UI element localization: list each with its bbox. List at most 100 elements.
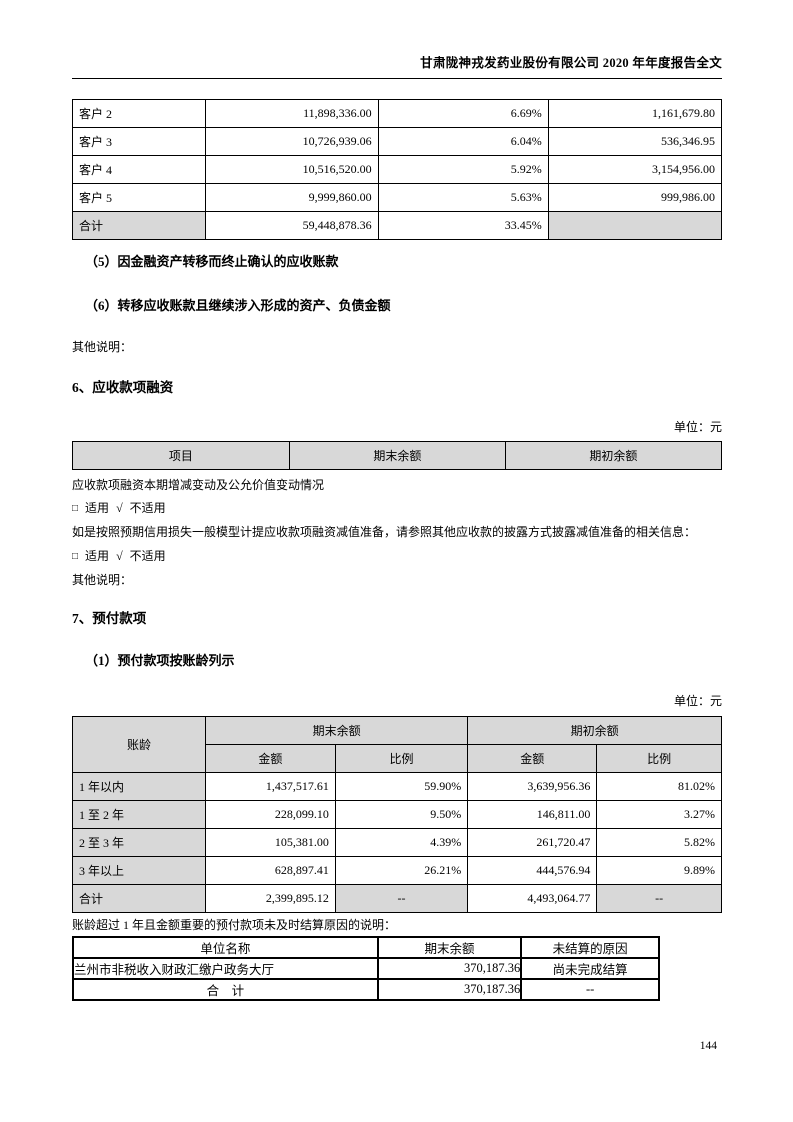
column-header-ratio: 比例: [334, 744, 469, 773]
age-cell: 1 年以内: [71, 772, 207, 801]
checkmark-icon: √: [116, 501, 123, 515]
table-row: 客户 4 10,516,520.00 5.92% 3,154,956.00: [71, 155, 723, 184]
checkbox-unchecked-icon: □: [72, 503, 79, 514]
customer-name-cell: 客户 5: [71, 183, 207, 212]
table-row: 1 至 2 年 228,099.10 9.50% 146,811.00 3.27…: [71, 800, 722, 829]
overdue-explanation-label: 账龄超过 1 年且金额重要的预付款项未及时结算原因的说明：: [72, 918, 397, 932]
entity-name-cell: 兰州市非税收入财政汇缴户政务大厅: [72, 957, 379, 980]
column-header: 期末余额: [376, 936, 523, 959]
column-header: 期末余额: [288, 441, 506, 470]
ratio-cell: --: [334, 884, 469, 913]
section-prepayments-title: 7、预付款项: [72, 611, 147, 626]
amount-cell: 146,811.00: [467, 800, 598, 829]
prepayment-aging-table: 账龄 期末余额 期初余额 金额 比例 金额 比例 1 年以内 1,437,517…: [71, 716, 722, 913]
ratio-cell: 3.27%: [596, 800, 722, 829]
heading-prepayments-by-age: （1）预付款项按账龄列示: [85, 653, 235, 668]
ratio-cell: 81.02%: [596, 772, 722, 801]
age-cell: 1 至 2 年: [71, 800, 207, 829]
column-header-amount: 金额: [467, 744, 598, 773]
age-cell: 3 年以上: [71, 856, 207, 885]
amount-cell: 105,381.00: [205, 828, 336, 857]
page-number: 144: [699, 1040, 717, 1052]
header-row: 账龄 期末余额 期初余额: [71, 716, 722, 773]
column-header-beginning: 期初余额: [467, 716, 722, 745]
table-row: 1 年以内 1,437,517.61 59.90% 3,639,956.36 8…: [71, 772, 722, 801]
reason-cell: 尚未完成结算: [520, 957, 660, 980]
top-customer-table: 客户 2 11,898,336.00 6.69% 1,161,679.80 客户…: [71, 99, 723, 240]
amount-cell: 11,898,336.00: [205, 99, 379, 128]
section-receivables-financing-title: 6、应收款项融资: [72, 380, 174, 395]
ratio-cell: 33.45%: [377, 211, 549, 240]
amount-cell: 444,576.94: [467, 856, 598, 885]
bad-debt-cell: 3,154,956.00: [547, 155, 723, 184]
unit-label-2: 单位：元: [673, 694, 722, 708]
total-row: 合计 59,448,878.36 33.45%: [71, 211, 723, 240]
checkbox-unchecked-icon: □: [72, 551, 79, 562]
amount-cell: 261,720.47: [467, 828, 598, 857]
ratio-cell: 6.04%: [377, 127, 549, 156]
financing-table: 项目 期末余额 期初余额: [72, 441, 723, 470]
column-header-ratio: 比例: [596, 744, 722, 773]
total-row: 合 计 370,187.36 --: [72, 978, 660, 1001]
amount-cell: 1,437,517.61: [205, 772, 336, 801]
heading-continued-involvement: （6）转移应收账款且继续涉入形成的资产、负债金额: [85, 298, 391, 313]
amount-cell: 228,099.10: [205, 800, 336, 829]
amount-cell: 628,897.41: [205, 856, 336, 885]
amount-cell: 3,639,956.36: [467, 772, 598, 801]
other-note-label-2: 其他说明：: [72, 573, 133, 587]
ratio-cell: 5.63%: [377, 183, 549, 212]
bad-debt-cell: 536,346.95: [547, 127, 723, 156]
ratio-cell: --: [596, 884, 722, 913]
column-header: 未结算的原因: [520, 936, 660, 959]
ratio-cell: 59.90%: [334, 772, 469, 801]
checkmark-icon: √: [116, 549, 123, 563]
ratio-cell: 9.89%: [596, 856, 722, 885]
applicable-label: 适用: [85, 501, 110, 515]
amount-cell: 4,493,064.77: [467, 884, 598, 913]
customer-name-cell: 客户 4: [71, 155, 207, 184]
table-row: 客户 2 11,898,336.00 6.69% 1,161,679.80: [71, 99, 723, 128]
ratio-cell: 5.92%: [377, 155, 549, 184]
reason-cell: --: [520, 978, 660, 1001]
total-label-cell: 合计: [71, 884, 207, 913]
financing-change-note: 应收款项融资本期增减变动及公允价值变动情况: [72, 478, 325, 492]
table-row: 2 至 3 年 105,381.00 4.39% 261,720.47 5.82…: [71, 828, 722, 857]
ratio-cell: 9.50%: [334, 800, 469, 829]
header-row: 单位名称 期末余额 未结算的原因: [72, 936, 660, 959]
ratio-cell: 6.69%: [377, 99, 549, 128]
not-applicable-label: 不适用: [129, 549, 166, 563]
total-row: 合计 2,399,895.12 -- 4,493,064.77 --: [71, 884, 722, 913]
report-header: 甘肃陇神戎发药业股份有限公司 2020 年年度报告全文: [72, 52, 722, 79]
amount-cell: 10,726,939.06: [205, 127, 379, 156]
settlement-table: 单位名称 期末余额 未结算的原因 兰州市非税收入财政汇缴户政务大厅 370,18…: [72, 936, 660, 1001]
customer-name-cell: 客户 3: [71, 127, 207, 156]
amount-cell: 10,516,520.00: [205, 155, 379, 184]
total-label-cell: 合 计: [72, 978, 379, 1001]
amount-cell: 2,399,895.12: [205, 884, 336, 913]
report-title: 甘肃陇神戎发药业股份有限公司 2020 年年度报告全文: [420, 56, 722, 70]
total-label-cell: 合计: [71, 211, 207, 240]
applicable-label: 适用: [85, 549, 110, 563]
not-applicable-label: 不适用: [129, 501, 166, 515]
column-header-ending: 期末余额: [205, 716, 469, 745]
page-content: 甘肃陇神戎发药业股份有限公司 2020 年年度报告全文 客户 2 11,898,…: [71, 0, 723, 1001]
table-row: 3 年以上 628,897.41 26.21% 444,576.94 9.89%: [71, 856, 722, 885]
bad-debt-cell: 1,161,679.80: [547, 99, 723, 128]
table-row: 兰州市非税收入财政汇缴户政务大厅 370,187.36 尚未完成结算: [72, 957, 660, 980]
impairment-disclosure-note: 如是按照预期信用损失一般模型计提应收款项融资减值准备，请参照其他应收款的披露方式…: [72, 525, 697, 539]
applicability-line-1: □ 适用 √ 不适用: [72, 501, 722, 517]
heading-financial-asset-transfer: （5）因金融资产转移而终止确认的应收账款: [85, 254, 339, 269]
amount-cell: 59,448,878.36: [205, 211, 379, 240]
amount-cell: 9,999,860.00: [205, 183, 379, 212]
customer-name-cell: 客户 2: [71, 99, 207, 128]
amount-cell: 370,187.36: [376, 957, 523, 980]
bad-debt-cell: 999,986.00: [547, 183, 723, 212]
applicability-line-2: □ 适用 √ 不适用: [72, 549, 722, 565]
table-row: 客户 5 9,999,860.00 5.63% 999,986.00: [71, 183, 723, 212]
table-row: 客户 3 10,726,939.06 6.04% 536,346.95: [71, 127, 723, 156]
other-note-label-1: 其他说明：: [72, 340, 133, 354]
ratio-cell: 26.21%: [334, 856, 469, 885]
bad-debt-cell: [547, 211, 723, 240]
column-header: 期初余额: [504, 441, 723, 470]
